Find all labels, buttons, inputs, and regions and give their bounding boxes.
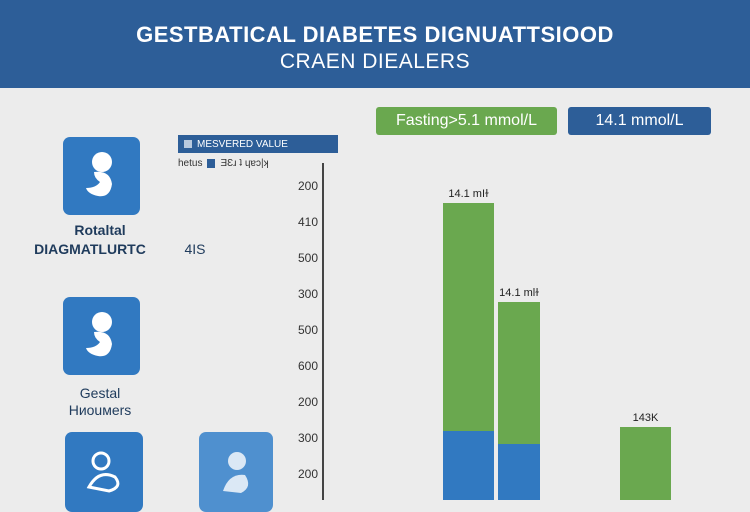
mother-icon: [65, 432, 143, 512]
item1-line1: Rotaltal: [74, 222, 126, 238]
bar-blue-0: [443, 430, 494, 500]
y-tick-label: 200: [297, 395, 318, 409]
legend-swatch-blue: [207, 159, 216, 168]
legend-header: MESVERED VALUE: [178, 135, 338, 153]
fetus-icon-2: [63, 297, 140, 375]
y-tick-label: 600: [297, 359, 318, 373]
y-tick-label: 500: [297, 323, 318, 337]
bar-green-1: [498, 302, 540, 444]
y-axis: [322, 163, 324, 500]
fasting-badge: Fasting>5.1 mmol/L: [376, 107, 557, 135]
item2-line2: Hиouмers: [68, 402, 132, 418]
title-line-1: GESTBATICAL DIABETES DIGNUATTSIOOD: [136, 22, 614, 47]
baby-icon: [199, 432, 273, 512]
title-line-2: CRAEN DIEALERS: [279, 50, 471, 73]
legend-entry: ƎƐɹ ʇ ɥɐɔ|ʞ: [220, 158, 269, 169]
legend-title: MESVERED VALUE: [197, 138, 288, 150]
bar-data-label: 143K: [632, 412, 659, 425]
item2-line1: Gestal: [79, 385, 121, 401]
value-badge: 14.1 mmol/L: [568, 107, 711, 135]
y-tick-label: 300: [297, 287, 318, 301]
item1-suffix: 4IS: [184, 241, 206, 257]
bar-data-label: 14.1 mlɫ: [499, 287, 539, 299]
header: GESTBATICAL DIABETES DIGNUATTSIOOD CRAEN…: [0, 0, 750, 88]
bar-data-label: 14.1 mIɫ: [448, 188, 489, 200]
legend-row-label: hetus: [178, 158, 203, 169]
fetus-icon: [63, 137, 140, 215]
item1-line2: DIAGMATLURTC: [34, 241, 146, 257]
y-tick-label: 200: [297, 179, 318, 193]
legend-swatch: [184, 140, 192, 148]
bar-green-0: [443, 203, 494, 431]
bar-blue-1: [498, 443, 540, 500]
y-tick-label: 410: [297, 215, 318, 229]
y-tick-label: 300: [297, 431, 318, 445]
y-tick-label: 200: [297, 467, 318, 481]
legend-row: hetus ƎƐɹ ʇ ɥɐɔ|ʞ: [178, 158, 269, 169]
bar-green-2: [620, 427, 671, 500]
y-tick-label: 500: [297, 251, 318, 265]
